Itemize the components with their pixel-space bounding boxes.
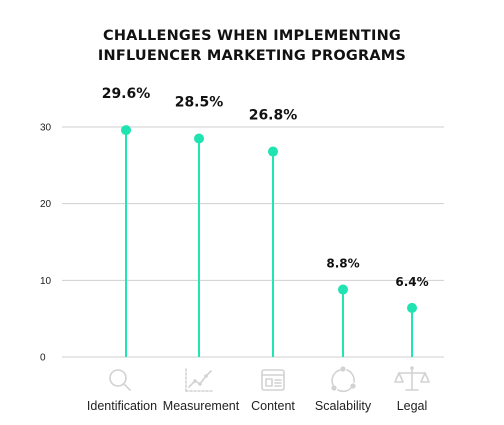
category-label: Identification (87, 399, 157, 413)
cycle-network-icon (331, 366, 356, 393)
data-labels: 29.6% 28.5% 26.8% 8.8% 6.4% (102, 86, 429, 289)
magnifier-icon (109, 369, 131, 391)
chart-title-line-2: INFLUENCER MARKETING PROGRAMS (98, 48, 406, 64)
category-label: Measurement (163, 399, 240, 413)
y-tick-label: 20 (40, 199, 52, 210)
data-label: 26.8% (249, 108, 298, 124)
category-label: Scalability (315, 399, 372, 413)
point-identification (121, 125, 131, 136)
category-icons (109, 366, 430, 393)
data-label: 29.6% (102, 86, 151, 102)
point-measurement (194, 133, 204, 144)
data-label: 28.5% (175, 95, 224, 111)
point-scalability (338, 284, 348, 295)
chart-title-line-1: CHALLENGES WHEN IMPLEMENTING (103, 28, 401, 44)
y-tick-label: 30 (40, 123, 52, 134)
stems (125, 130, 413, 357)
category-label: Legal (397, 399, 428, 413)
data-label: 8.8% (326, 257, 359, 271)
category-label: Content (251, 399, 295, 413)
points (121, 125, 417, 313)
data-label: 6.4% (395, 275, 428, 289)
scales-icon (394, 366, 430, 391)
category-labels: Identification Measurement Content Scalabil… (87, 399, 427, 413)
document-layout-icon (261, 369, 285, 391)
y-tick-label: 0 (40, 353, 46, 364)
y-axis-ticks: 0 10 20 30 (40, 123, 52, 364)
point-content (268, 146, 278, 157)
gridlines (62, 126, 444, 358)
point-legal (407, 302, 417, 313)
y-tick-label: 10 (40, 276, 52, 287)
line-chart-icon (185, 367, 213, 392)
